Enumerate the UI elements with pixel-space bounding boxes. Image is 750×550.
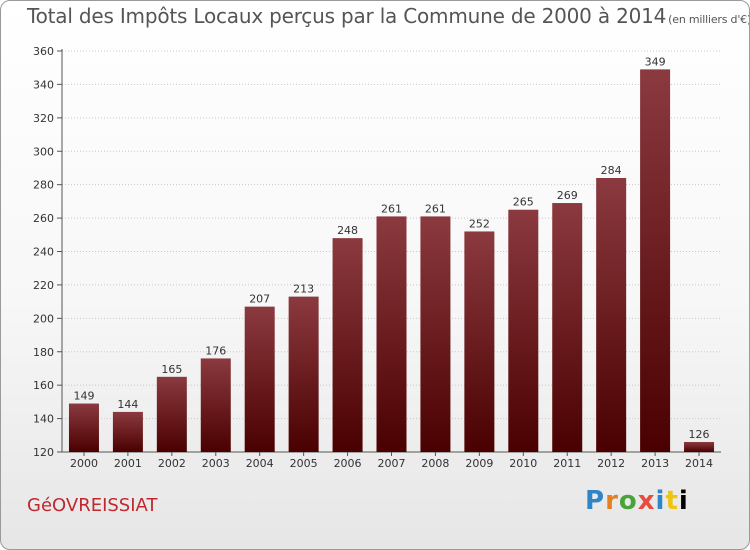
chart-title: Total des Impôts Locaux perçus par la Co…: [27, 4, 750, 28]
chart-title-text: Total des Impôts Locaux perçus par la Co…: [27, 4, 667, 28]
data-label: 165: [161, 363, 182, 376]
logo-letter: i: [655, 486, 666, 516]
data-label: 176: [205, 344, 226, 357]
data-label: 261: [425, 202, 446, 215]
bar: [332, 238, 363, 452]
x-tick-label: 2000: [70, 457, 98, 470]
y-tick-label: 320: [33, 112, 54, 125]
y-tick-label: 300: [33, 145, 54, 158]
x-tick-label: 2003: [202, 457, 230, 470]
bar: [200, 358, 231, 452]
bar: [420, 216, 451, 452]
logo-letter: r: [605, 486, 619, 516]
data-label: 284: [601, 164, 622, 177]
bar: [596, 177, 627, 452]
y-tick-label: 280: [33, 179, 54, 192]
x-tick-label: 2005: [290, 457, 318, 470]
x-tick-label: 2002: [158, 457, 186, 470]
logo-letter: i: [678, 486, 689, 516]
bar: [288, 296, 319, 452]
data-label: 149: [73, 390, 94, 403]
y-tick-label: 340: [33, 78, 54, 91]
data-label: 261: [381, 202, 402, 215]
x-tick-label: 2010: [509, 457, 537, 470]
x-tick-label: 2012: [597, 457, 625, 470]
data-label: 269: [557, 189, 578, 202]
commune-name: GéOVREISSIAT: [27, 495, 158, 516]
data-label: 265: [513, 196, 534, 209]
proxiti-logo: Proxiti: [585, 486, 689, 516]
y-tick-label: 240: [33, 246, 54, 259]
bar: [464, 231, 495, 452]
bar: [68, 403, 99, 452]
x-tick-label: 2013: [641, 457, 669, 470]
bar: [376, 216, 407, 452]
logo-letter: t: [665, 486, 679, 516]
x-tick-label: 2011: [553, 457, 581, 470]
data-label: 144: [117, 398, 138, 411]
bar: [552, 203, 583, 452]
x-tick-label: 2001: [114, 457, 142, 470]
x-tick-label: 2007: [378, 457, 406, 470]
bar: [112, 411, 143, 452]
data-label: 349: [645, 55, 666, 68]
data-label: 213: [293, 283, 314, 296]
data-label: 252: [469, 217, 490, 230]
chart-unit: (en milliers d'€): [668, 13, 750, 26]
data-label: 248: [337, 224, 358, 237]
x-tick-label: 2014: [685, 457, 713, 470]
y-tick-label: 200: [33, 312, 54, 325]
bar: [640, 69, 671, 453]
data-label: 126: [689, 428, 710, 441]
x-tick-label: 2009: [465, 457, 493, 470]
data-label: 207: [249, 293, 270, 306]
logo-letter: P: [585, 486, 606, 516]
y-tick-label: 220: [33, 279, 54, 292]
y-tick-label: 180: [33, 346, 54, 359]
logo-letter: x: [637, 486, 656, 516]
logo-letter: o: [618, 486, 638, 516]
x-tick-label: 2004: [246, 457, 274, 470]
bar: [156, 376, 187, 452]
y-tick-label: 140: [33, 413, 54, 426]
x-tick-label: 2006: [334, 457, 362, 470]
bar: [508, 209, 539, 452]
bar: [684, 441, 715, 452]
y-tick-label: 160: [33, 379, 54, 392]
bar: [244, 306, 275, 452]
y-tick-label: 120: [33, 446, 54, 459]
y-tick-label: 260: [33, 212, 54, 225]
y-tick-label: 360: [33, 45, 54, 58]
x-tick-label: 2008: [421, 457, 449, 470]
